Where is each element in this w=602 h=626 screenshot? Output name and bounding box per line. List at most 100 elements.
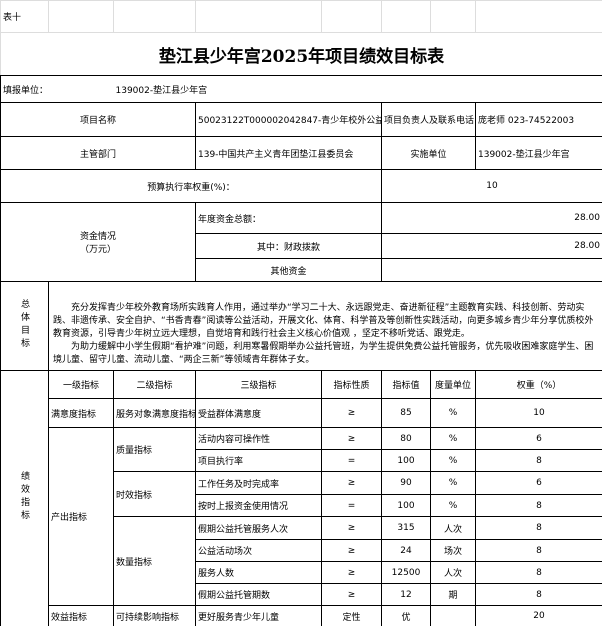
unit-cell	[430, 605, 476, 626]
value-cell: 90	[381, 471, 431, 495]
level3-cell: 按时上报资金使用情况	[195, 494, 322, 517]
table-number: 表十	[0, 0, 49, 33]
contact-label: 项目负责人及联系电话	[381, 102, 476, 137]
weight-cell: 8	[475, 539, 602, 562]
header-cell: 指标性质	[321, 370, 382, 399]
goal-label: 总体目标	[0, 281, 49, 371]
weight-cell: 10	[475, 398, 602, 428]
nature-cell: ≥	[321, 516, 382, 540]
level2-cell: 数量指标	[113, 516, 196, 606]
level2-cell: 可持续影响指标	[113, 605, 196, 626]
unit-cell: %	[430, 494, 476, 517]
indicator-header-row: 绩效指标 一级指标 二级指标 三级指标 指标性质 指标值 度量单位 权重（%）	[0, 370, 602, 626]
level3-cell: 更好服务青少年儿童	[195, 605, 322, 626]
goal-text: 充分发挥青少年校外教育场所实践育人作用，通过举办“学习二十大、永远跟党走、奋进新…	[48, 281, 602, 371]
reporting-unit-value: 139002-垫江县少年宫	[113, 75, 602, 103]
table-row: 公益活动场次 ≥24 场次 8	[1, 539, 602, 562]
unit-cell: 人次	[430, 516, 476, 540]
funds-other-value	[381, 258, 602, 282]
funds-other-label: 其他资金	[195, 258, 382, 282]
unit-cell: %	[430, 471, 476, 495]
funds-fiscal-label: 其中：财政拨款	[195, 233, 382, 259]
nature-cell: =	[321, 494, 382, 517]
unit-cell: %	[430, 449, 476, 472]
unit-cell: %	[430, 398, 476, 428]
budget-weight-label: 预算执行率权重(%)：	[0, 169, 382, 203]
unit-cell: %	[430, 427, 476, 450]
header-cell: 三级指标	[195, 370, 322, 399]
dept-label: 主管部门	[0, 136, 196, 170]
funds-fiscal-value: 28.00	[381, 233, 602, 259]
reporting-unit-label: 填报单位：	[0, 75, 114, 103]
level1-cell: 效益指标	[48, 605, 114, 626]
value-cell: 12500	[381, 561, 431, 584]
budget-weight-value: 10	[381, 169, 602, 203]
level2-cell: 时效指标	[113, 471, 196, 517]
nature-cell: ≥	[321, 471, 382, 495]
level3-cell: 公益活动场次	[195, 539, 322, 562]
funds-total-value: 28.00	[381, 202, 602, 234]
value-cell: 100	[381, 494, 431, 517]
goal-paragraph-2: 为助力缓解中小学生假期“看护难”问题，利用寒暑假期举办公益托管班，为学生提供免费…	[53, 342, 594, 365]
nature-cell: ≥	[321, 583, 382, 606]
table-row: 服务人数 ≥12500 人次 8	[1, 561, 602, 584]
funds-label: 资金情况 （万元）	[0, 202, 196, 282]
nature-cell: ≥	[321, 398, 382, 428]
value-cell: 12	[381, 583, 431, 606]
header-cell: 度量单位	[430, 370, 476, 399]
funds-unit: （万元）	[79, 245, 116, 255]
weight-cell: 8	[475, 516, 602, 540]
level3-cell: 项目执行率	[195, 449, 322, 472]
weight-cell: 8	[475, 494, 602, 517]
value-cell: 315	[381, 516, 431, 540]
level1-cell: 产出指标	[48, 427, 114, 606]
project-name-label: 项目名称	[0, 102, 196, 137]
level1-cell: 满意度指标	[48, 398, 114, 428]
table-row: 满意度指标 服务对象满意度指标 受益群体满意度 ≥85% 10	[1, 398, 602, 428]
indicators-label: 绩效指标	[0, 370, 49, 626]
weight-cell: 20	[475, 605, 602, 626]
level3-cell: 受益群体满意度	[195, 398, 322, 428]
weight-cell: 6	[475, 471, 602, 495]
project-name-value: 50023122T000002042847-青少年校外公益活动项目补助资金	[195, 102, 382, 137]
unit-cell: 期	[430, 583, 476, 606]
level3-cell: 活动内容可操作性	[195, 427, 322, 450]
contact-value: 庞老师 023-74522003	[475, 102, 602, 137]
level3-cell: 工作任务及时完成率	[195, 471, 322, 495]
header-cell: 指标值	[381, 370, 431, 399]
table-row: 项目执行率 = 100% 8	[1, 449, 602, 472]
weight-cell: 8	[475, 449, 602, 472]
level3-cell: 假期公益托管服务人次	[195, 516, 322, 540]
header-cell: 权重（%）	[475, 370, 602, 399]
weight-cell: 6	[475, 427, 602, 450]
value-cell: 24	[381, 539, 431, 562]
value-cell: 优	[381, 605, 431, 626]
goal-paragraph-1: 充分发挥青少年校外教育场所实践育人作用，通过举办“学习二十大、永远跟党走、奋进新…	[53, 303, 594, 339]
nature-cell: ≥	[321, 561, 382, 584]
table-row: 数量指标 假期公益托管服务人次 ≥315 人次 8	[1, 516, 602, 606]
nature-cell: ≥	[321, 539, 382, 562]
weight-cell: 8	[475, 583, 602, 606]
header-cell: 二级指标	[113, 370, 196, 399]
impl-unit-value: 139002-垫江县少年宫	[475, 136, 602, 170]
value-cell: 85	[381, 398, 431, 428]
unit-cell: 人次	[430, 561, 476, 584]
level3-cell: 假期公益托管期数	[195, 583, 322, 606]
table-row: 按时上报资金使用情况 = 100% 8	[1, 494, 602, 517]
header-cell: 一级指标	[48, 370, 114, 399]
level2-cell: 质量指标	[113, 427, 196, 472]
funds-total-label: 年度资金总额：	[195, 202, 382, 234]
table-row: 效益指标 可持续影响指标 更好服务青少年儿童 定性优 20	[1, 605, 602, 626]
nature-cell: ≥	[321, 427, 382, 450]
nature-cell: =	[321, 449, 382, 472]
value-cell: 100	[381, 449, 431, 472]
page-title: 垫江县少年宫2025年项目绩效目标表	[0, 32, 602, 76]
dept-value: 139-中国共产主义青年团垫江县委员会	[195, 136, 382, 170]
value-cell: 80	[381, 427, 431, 450]
nature-cell: 定性	[321, 605, 382, 626]
funds-title: 资金情况	[79, 232, 116, 242]
unit-cell: 场次	[430, 539, 476, 562]
weight-cell: 8	[475, 561, 602, 584]
